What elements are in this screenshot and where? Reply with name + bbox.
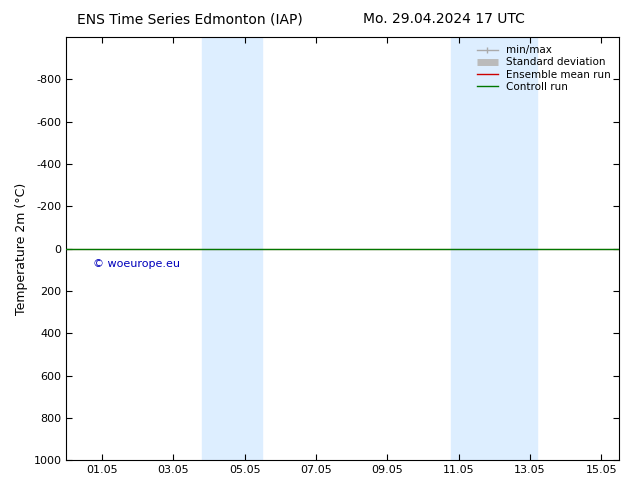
Bar [202,37,262,460]
Text: © woeurope.eu: © woeurope.eu [93,259,180,269]
Legend: min/max, Standard deviation, Ensemble mean run, Controll run: min/max, Standard deviation, Ensemble me… [474,42,614,95]
Y-axis label: Temperature 2m (°C): Temperature 2m (°C) [15,182,28,315]
Text: ENS Time Series Edmonton (IAP): ENS Time Series Edmonton (IAP) [77,12,303,26]
Bar [451,37,537,460]
Text: Mo. 29.04.2024 17 UTC: Mo. 29.04.2024 17 UTC [363,12,525,26]
